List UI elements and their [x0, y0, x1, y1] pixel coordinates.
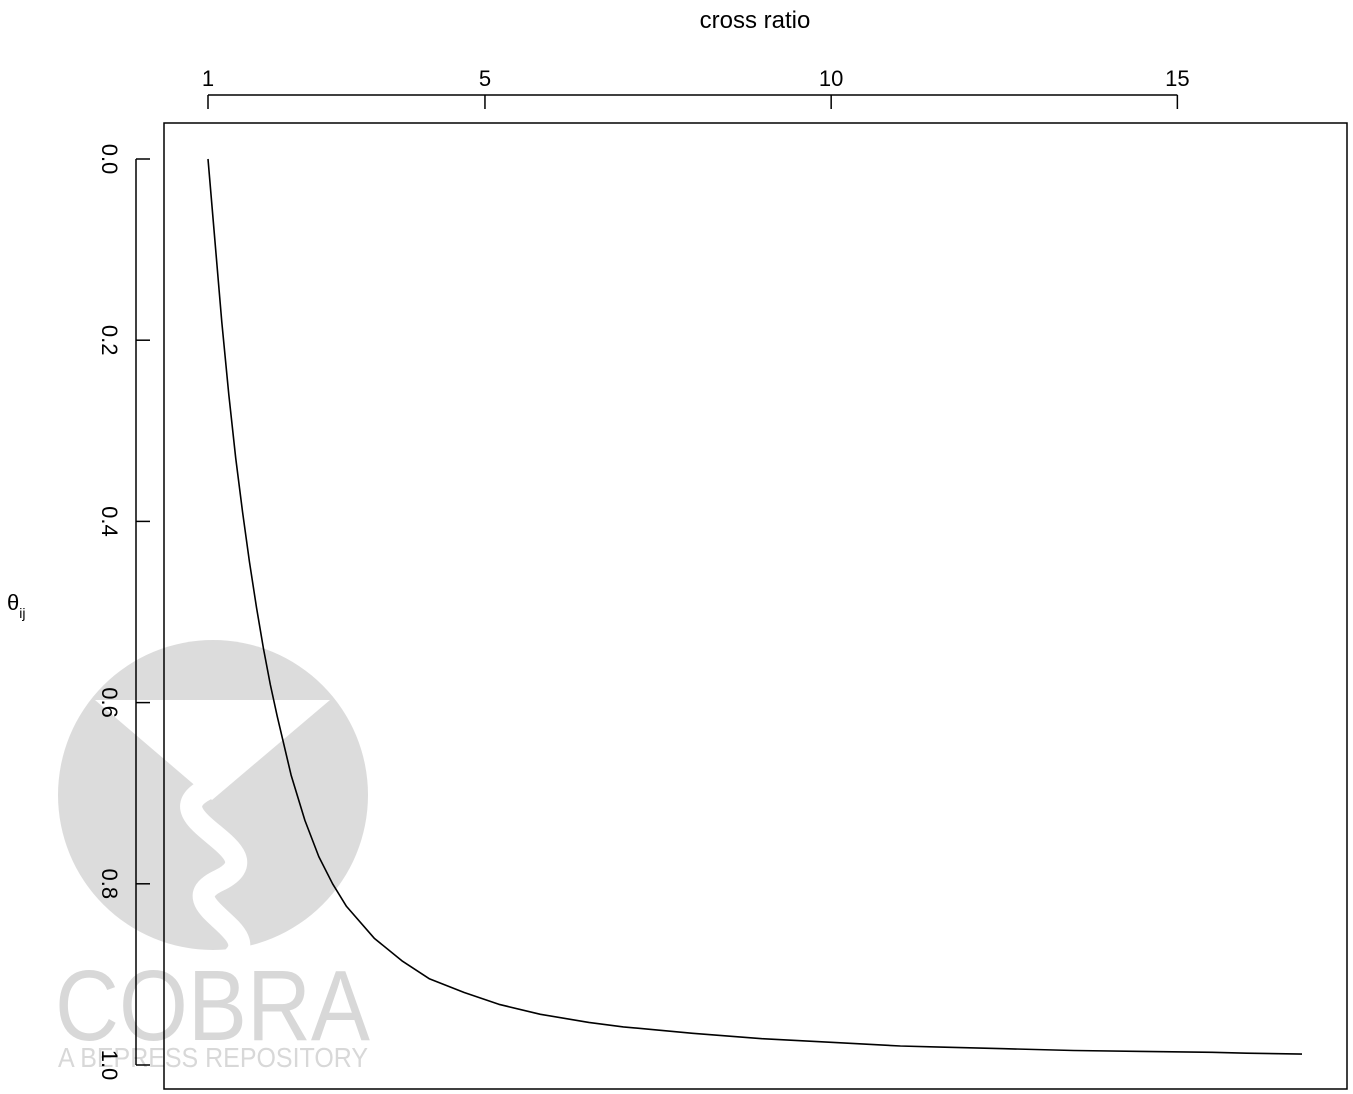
y-tick-label: 0.8: [97, 869, 122, 900]
y-tick-label: 0.0: [97, 144, 122, 175]
y-axis: 0.0 0.2 0.4 0.6 0.8 1.0: [97, 144, 150, 1081]
series-layer: [207, 158, 1303, 1055]
x-tick-label: 1: [202, 66, 214, 91]
x-axis-title: cross ratio: [700, 7, 811, 34]
series-line: [207, 158, 1303, 1055]
watermark-tagline: A BEPRESS REPOSITORY: [58, 1042, 368, 1073]
x-tick-label: 5: [479, 66, 491, 91]
x-tick-label: 10: [819, 66, 843, 91]
plot-frame: [163, 122, 1348, 1090]
watermark-triangle-icon: [95, 700, 330, 800]
x-tick-label: 15: [1165, 66, 1189, 91]
y-axis-title-sub: ij: [19, 605, 25, 621]
watermark-logo-text: COBRA: [55, 950, 370, 1062]
y-tick-label: 0.4: [97, 506, 122, 537]
y-tick-label: 1.0: [97, 1050, 122, 1081]
y-axis-title: θij: [7, 590, 25, 621]
y-axis-title-main: θ: [7, 590, 19, 615]
y-tick-label: 0.6: [97, 687, 122, 718]
y-tick-label: 0.2: [97, 325, 122, 356]
watermark-snake-icon: [180, 779, 251, 971]
x-axis: 1 5 10 15: [202, 66, 1190, 109]
